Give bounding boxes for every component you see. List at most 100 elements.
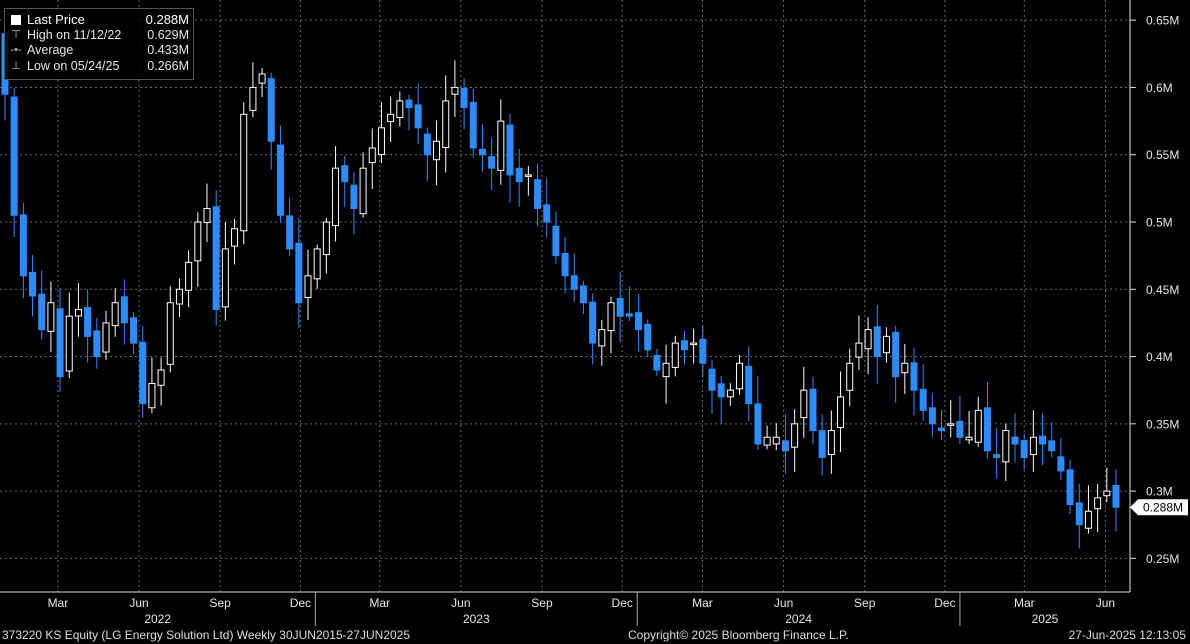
candle-down	[414, 83, 422, 144]
last-price-tag: 0.288M	[1130, 499, 1188, 516]
candle-down	[570, 253, 578, 303]
candle-up	[524, 166, 532, 196]
x-year-label: 2023	[463, 612, 490, 626]
candle-down	[423, 127, 431, 182]
x-month-label: Sep	[854, 596, 876, 610]
candle-body	[29, 271, 37, 297]
y-tick-label: 0.6M	[1146, 81, 1173, 95]
candle-body	[396, 100, 404, 119]
candle-up	[763, 425, 771, 450]
candle-body	[258, 73, 266, 84]
candle-body	[901, 362, 909, 374]
candle-body	[1048, 440, 1056, 452]
x-month-label: Jun	[1096, 596, 1115, 610]
candle-body	[286, 215, 294, 250]
footer-bar: 373220 KS Equity (LG Energy Solution Ltd…	[0, 627, 1190, 644]
y-tick-label: 0.3M	[1146, 485, 1173, 499]
candle-body	[506, 124, 514, 176]
candle-body	[635, 312, 643, 331]
x-year-label: 2025	[1032, 612, 1059, 626]
candle-up	[332, 146, 340, 242]
candle-up	[1103, 467, 1111, 503]
candle-up	[690, 328, 698, 364]
candle-body	[1112, 484, 1120, 508]
candle-body	[157, 369, 165, 386]
candle-up	[240, 102, 248, 245]
candle-body	[956, 420, 964, 438]
candle-up	[221, 222, 229, 321]
candle-down	[341, 155, 349, 208]
candle-body	[745, 365, 753, 405]
candle-body	[910, 362, 918, 391]
candle-down	[616, 272, 624, 343]
candle-up	[974, 396, 982, 447]
candle-body	[84, 307, 92, 337]
candle-body	[680, 340, 688, 351]
candle-down	[552, 211, 560, 264]
candle-body	[240, 113, 248, 232]
y-tick-label: 0.25M	[1146, 552, 1179, 566]
candle-body	[607, 302, 615, 332]
candle-up	[965, 410, 973, 444]
candle-up	[901, 343, 909, 394]
candle-up	[368, 128, 376, 189]
candle-up	[1094, 483, 1102, 532]
candle-body	[102, 322, 110, 353]
legend-label: High on 11/12/22	[27, 27, 122, 42]
legend-value: 0.266M	[147, 58, 189, 73]
legend-label: Low on 05/24/25	[27, 58, 120, 73]
candle-up	[1084, 485, 1092, 534]
candle-up	[791, 409, 799, 472]
candle-body	[772, 436, 780, 445]
candle-down	[405, 94, 413, 131]
candle-body	[350, 184, 358, 210]
candle-body	[47, 302, 55, 332]
candle-body	[589, 301, 597, 344]
candle-body	[938, 427, 946, 432]
candle-body	[717, 383, 725, 398]
candle-body	[332, 167, 340, 227]
x-month-label: Dec	[612, 596, 633, 610]
candle-body	[148, 382, 156, 409]
candle-body	[1066, 469, 1074, 506]
candle-body	[221, 248, 229, 308]
candle-body	[662, 362, 670, 378]
y-tick-label: 0.55M	[1146, 148, 1179, 162]
candle-up	[837, 371, 845, 452]
candle-body	[74, 308, 82, 317]
x-month-label: Sep	[209, 596, 231, 610]
candle-body	[1020, 440, 1028, 458]
candle-body	[699, 338, 707, 364]
candle-body	[708, 368, 716, 391]
candle-down	[1048, 422, 1056, 458]
candle-body	[19, 214, 27, 277]
x-month-label: Mar	[369, 596, 390, 610]
candle-up	[846, 348, 854, 407]
candle-body	[543, 204, 551, 223]
candle-down	[1066, 459, 1074, 514]
candle-down	[919, 364, 927, 421]
y-tick-label: 0.4M	[1146, 350, 1173, 364]
candle-body	[919, 388, 927, 411]
candle-up	[387, 96, 395, 143]
candle-down	[635, 294, 643, 352]
candle-down	[754, 375, 762, 450]
candle-down	[93, 317, 101, 369]
candle-up	[203, 183, 211, 242]
candle-body	[928, 407, 936, 425]
candle-up	[47, 281, 55, 353]
candle-body	[460, 88, 468, 109]
candle-body	[451, 86, 459, 95]
candle-body	[387, 113, 395, 123]
last-price-tag-label: 0.288M	[1143, 501, 1183, 515]
candle-body	[1002, 430, 1010, 463]
candle-body	[212, 206, 220, 310]
candle-up	[258, 68, 266, 98]
candle-body	[781, 440, 789, 452]
candle-up	[451, 60, 459, 117]
candle-up	[947, 399, 955, 438]
candle-body	[552, 225, 560, 257]
candle-body	[1075, 502, 1083, 526]
candle-down	[910, 348, 918, 416]
